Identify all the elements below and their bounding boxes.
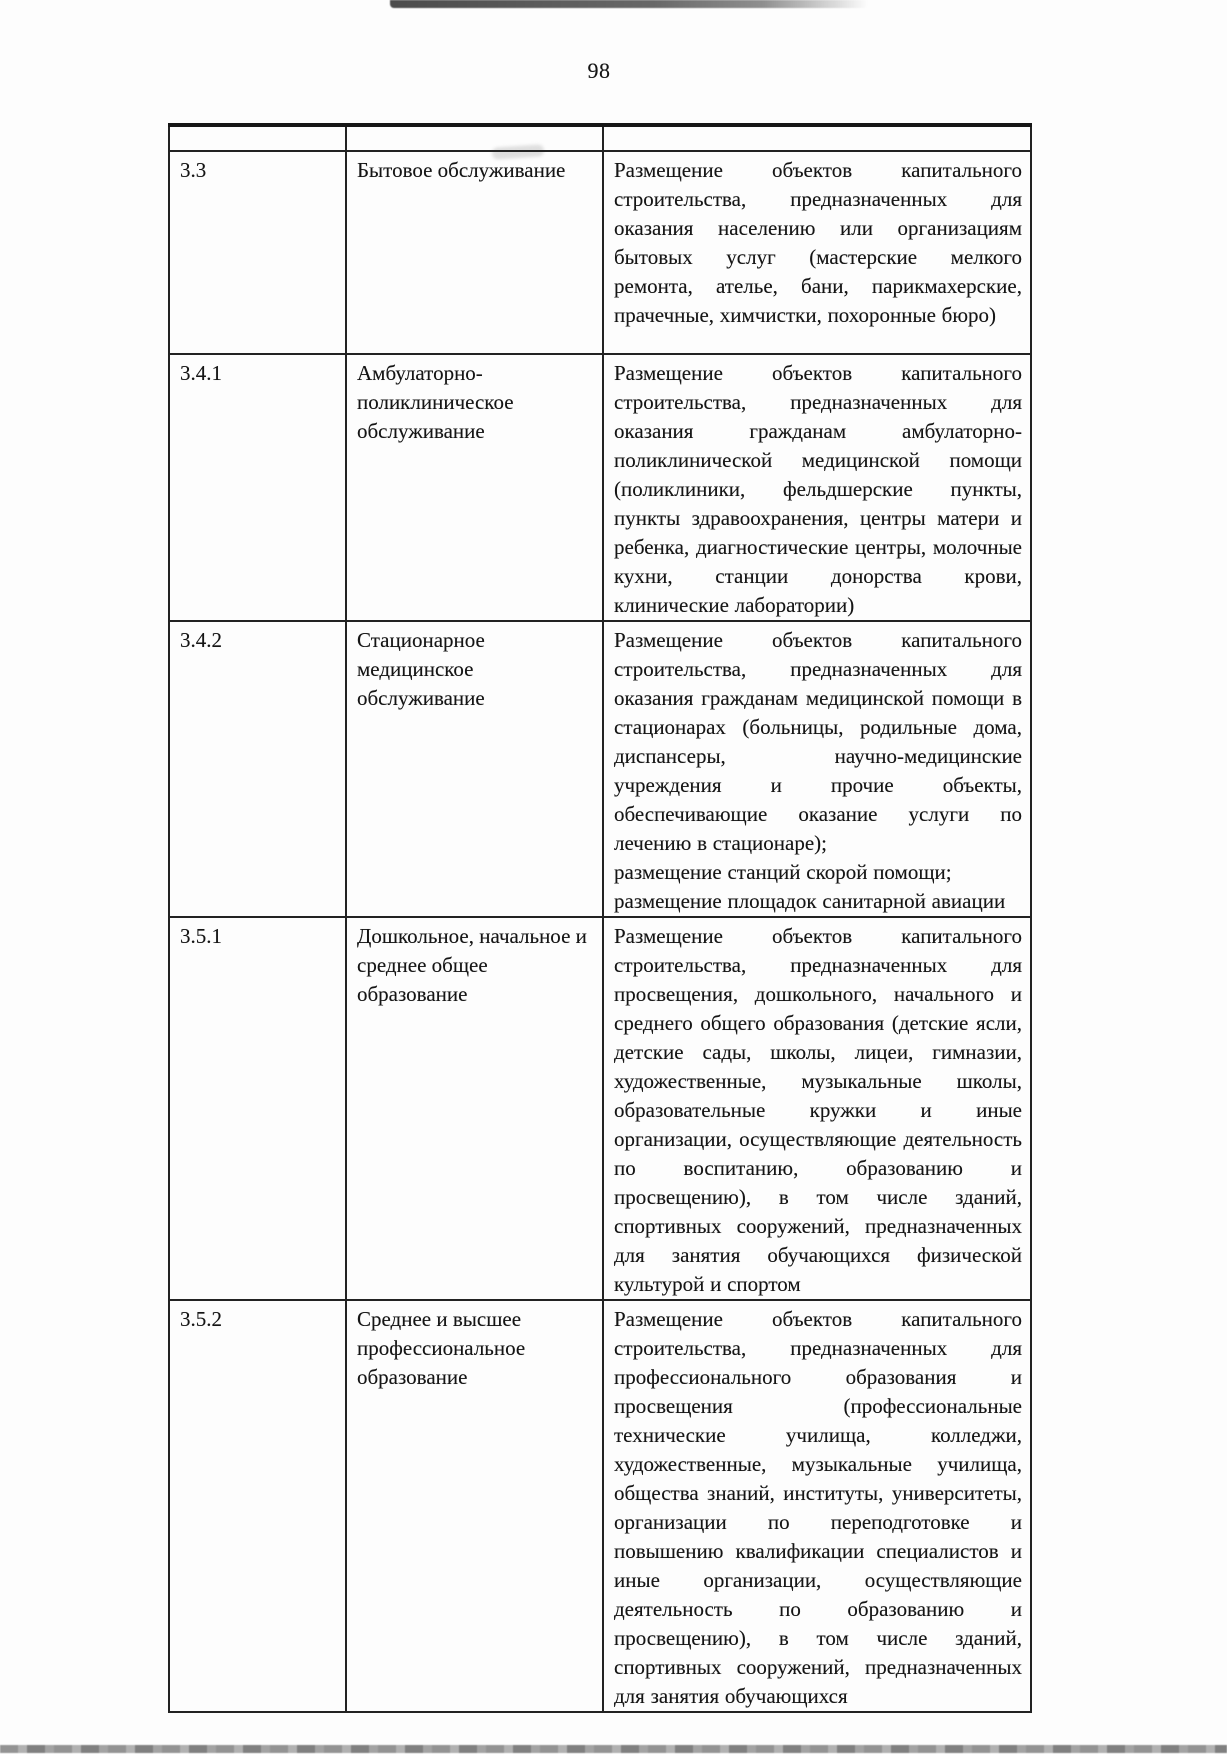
row-code: 3.4.2 <box>168 620 347 918</box>
row-name: Стационарное медицинское обслуживание <box>345 620 604 918</box>
table-row: 3.3 Бытовое обслуживание Размещение объе… <box>168 150 1032 355</box>
description-paragraph: Размещение объектов капитального строите… <box>614 1307 1022 1708</box>
scan-artifact-top-smudge <box>390 0 868 8</box>
row-name: Среднее и высшее профессиональное образо… <box>345 1299 604 1713</box>
row-description: Размещение объектов капитального строите… <box>602 620 1032 918</box>
row-description: Размещение объектов капитального строите… <box>602 150 1032 355</box>
row-code: 3.4.1 <box>168 353 347 622</box>
description-paragraph: Размещение объектов капитального строите… <box>614 628 1022 855</box>
table-row: 3.4.1 Амбулаторно-поликлиническое обслуж… <box>168 353 1032 622</box>
table-row: 3.5.1 Дошкольное, начальное и среднее об… <box>168 916 1032 1301</box>
description-paragraph: Размещение объектов капитального строите… <box>614 361 1022 617</box>
table-row: 3.5.2 Среднее и высшее профессиональное … <box>168 1299 1032 1713</box>
page-number: 98 <box>587 58 611 83</box>
table-row: 3.4.2 Стационарное медицинское обслужива… <box>168 620 1032 918</box>
row-name: Дошкольное, начальное и среднее общее об… <box>345 916 604 1301</box>
row-name: Амбулаторно-поликлиническое обслуживание <box>345 353 604 622</box>
header-cell-empty <box>602 124 1032 152</box>
header-cell-empty <box>345 124 604 152</box>
description-paragraph: Размещение объектов капитального строите… <box>614 158 1022 327</box>
row-description: Размещение объектов капитального строите… <box>602 916 1032 1301</box>
row-name: Бытовое обслуживание <box>345 150 604 355</box>
row-description: Размещение объектов капитального строите… <box>602 1299 1032 1713</box>
land-use-classifier-table: 3.3 Бытовое обслуживание Размещение объе… <box>168 123 1032 1713</box>
row-code: 3.5.2 <box>168 1299 347 1713</box>
header-cell-empty <box>168 124 347 152</box>
table-header-row <box>168 124 1032 152</box>
description-paragraph: размещение площадок санитарной авиации <box>614 889 1006 913</box>
scan-artifact-bottom-band <box>0 1745 1227 1753</box>
description-paragraph: Размещение объектов капитального строите… <box>614 924 1022 1296</box>
row-code: 3.3 <box>168 150 347 355</box>
description-paragraph: размещение станций скорой помощи; <box>614 860 952 884</box>
row-description: Размещение объектов капитального строите… <box>602 353 1032 622</box>
row-code: 3.5.1 <box>168 916 347 1301</box>
